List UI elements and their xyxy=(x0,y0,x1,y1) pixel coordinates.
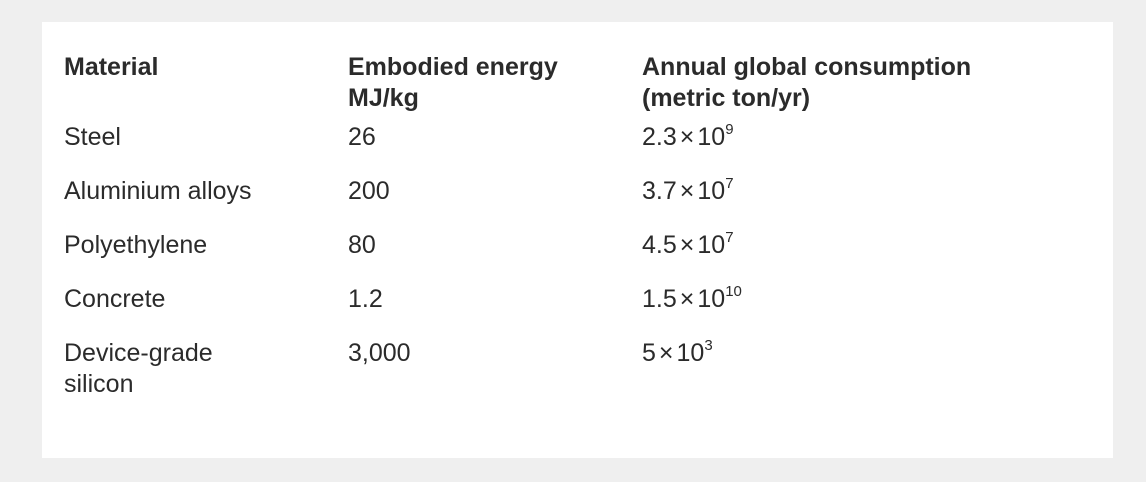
header-row: Material Embodied energy MJ/kg Annual globa… xyxy=(64,52,1092,122)
consumption-times: × xyxy=(679,177,695,205)
embodied-energy: 200 xyxy=(348,177,390,205)
consumption-cell: 5 × 103 xyxy=(642,338,1092,400)
embodied-energy: 3,000 xyxy=(348,339,411,367)
table-row: Concrete 1.2 1.5 × 1010 xyxy=(64,284,1092,338)
energy-cell: 26 xyxy=(348,122,642,176)
consumption-cell: 1.5 × 1010 xyxy=(642,284,1092,338)
material-name: Concrete xyxy=(64,285,166,313)
header-text: Material xyxy=(64,53,159,81)
consumption-exponent: 9 xyxy=(725,120,734,138)
consumption-mantissa: 2.3 xyxy=(642,123,677,151)
material-cell: Aluminium alloys xyxy=(64,176,348,230)
table-panel: Material Embodied energy MJ/kg Annual globa… xyxy=(42,22,1113,458)
consumption-times: × xyxy=(658,339,674,367)
table-row: Steel 26 2.3 × 109 xyxy=(64,122,1092,176)
consumption-base: 10 xyxy=(697,177,726,205)
consumption-exponent: 7 xyxy=(725,174,734,192)
consumption-base: 10 xyxy=(697,123,726,151)
material-name: Aluminium alloys xyxy=(64,177,252,205)
header-cell: Annual global consumption (metric ton/yr) xyxy=(642,52,1092,122)
material-name: silicon xyxy=(64,370,134,398)
consumption-base: 10 xyxy=(697,285,726,313)
table-row: Aluminium alloys 200 3.7 × 107 xyxy=(64,176,1092,230)
consumption-times: × xyxy=(679,285,695,313)
material-name: Polyethylene xyxy=(64,231,208,259)
energy-cell: 80 xyxy=(348,230,642,284)
consumption-exponent: 10 xyxy=(725,282,742,300)
consumption-times: × xyxy=(679,231,695,259)
material-cell: Device-grade silicon xyxy=(64,338,348,400)
header-text: Embodied energy xyxy=(348,53,558,81)
consumption-cell: 3.7 × 107 xyxy=(642,176,1092,230)
consumption-exponent: 7 xyxy=(725,228,734,246)
consumption-base: 10 xyxy=(697,231,726,259)
material-name: Steel xyxy=(64,123,121,151)
consumption-base: 10 xyxy=(676,339,705,367)
consumption-mantissa: 1.5 xyxy=(642,285,677,313)
embodied-energy: 26 xyxy=(348,123,376,151)
materials-table: Material Embodied energy MJ/kg Annual globa… xyxy=(64,52,1092,400)
consumption-times: × xyxy=(679,123,695,151)
consumption-cell: 2.3 × 109 xyxy=(642,122,1092,176)
consumption-mantissa: 3.7 xyxy=(642,177,677,205)
energy-cell: 200 xyxy=(348,176,642,230)
header-text: Annual global consumption xyxy=(642,53,972,81)
header-cell: Embodied energy MJ/kg xyxy=(348,52,642,122)
header-text: (metric ton/yr) xyxy=(642,84,811,112)
material-name: Device-grade xyxy=(64,339,213,367)
energy-cell: 1.2 xyxy=(348,284,642,338)
consumption-cell: 4.5 × 107 xyxy=(642,230,1092,284)
consumption-mantissa: 5 xyxy=(642,339,656,367)
table-body: Steel 26 2.3 × 109 Aluminium alloys 200 3.7 × 107… xyxy=(64,122,1092,400)
material-cell: Concrete xyxy=(64,284,348,338)
consumption-mantissa: 4.5 xyxy=(642,231,677,259)
material-cell: Steel xyxy=(64,122,348,176)
embodied-energy: 1.2 xyxy=(348,285,383,313)
header-text: MJ/kg xyxy=(348,84,419,112)
energy-cell: 3,000 xyxy=(348,338,642,400)
table-row: Device-grade silicon 3,000 5 × 103 xyxy=(64,338,1092,400)
consumption-exponent: 3 xyxy=(704,336,713,354)
embodied-energy: 80 xyxy=(348,231,376,259)
material-cell: Polyethylene xyxy=(64,230,348,284)
table-row: Polyethylene 80 4.5 × 107 xyxy=(64,230,1092,284)
header-cell: Material xyxy=(64,52,348,122)
table-head: Material Embodied energy MJ/kg Annual globa… xyxy=(64,52,1092,122)
